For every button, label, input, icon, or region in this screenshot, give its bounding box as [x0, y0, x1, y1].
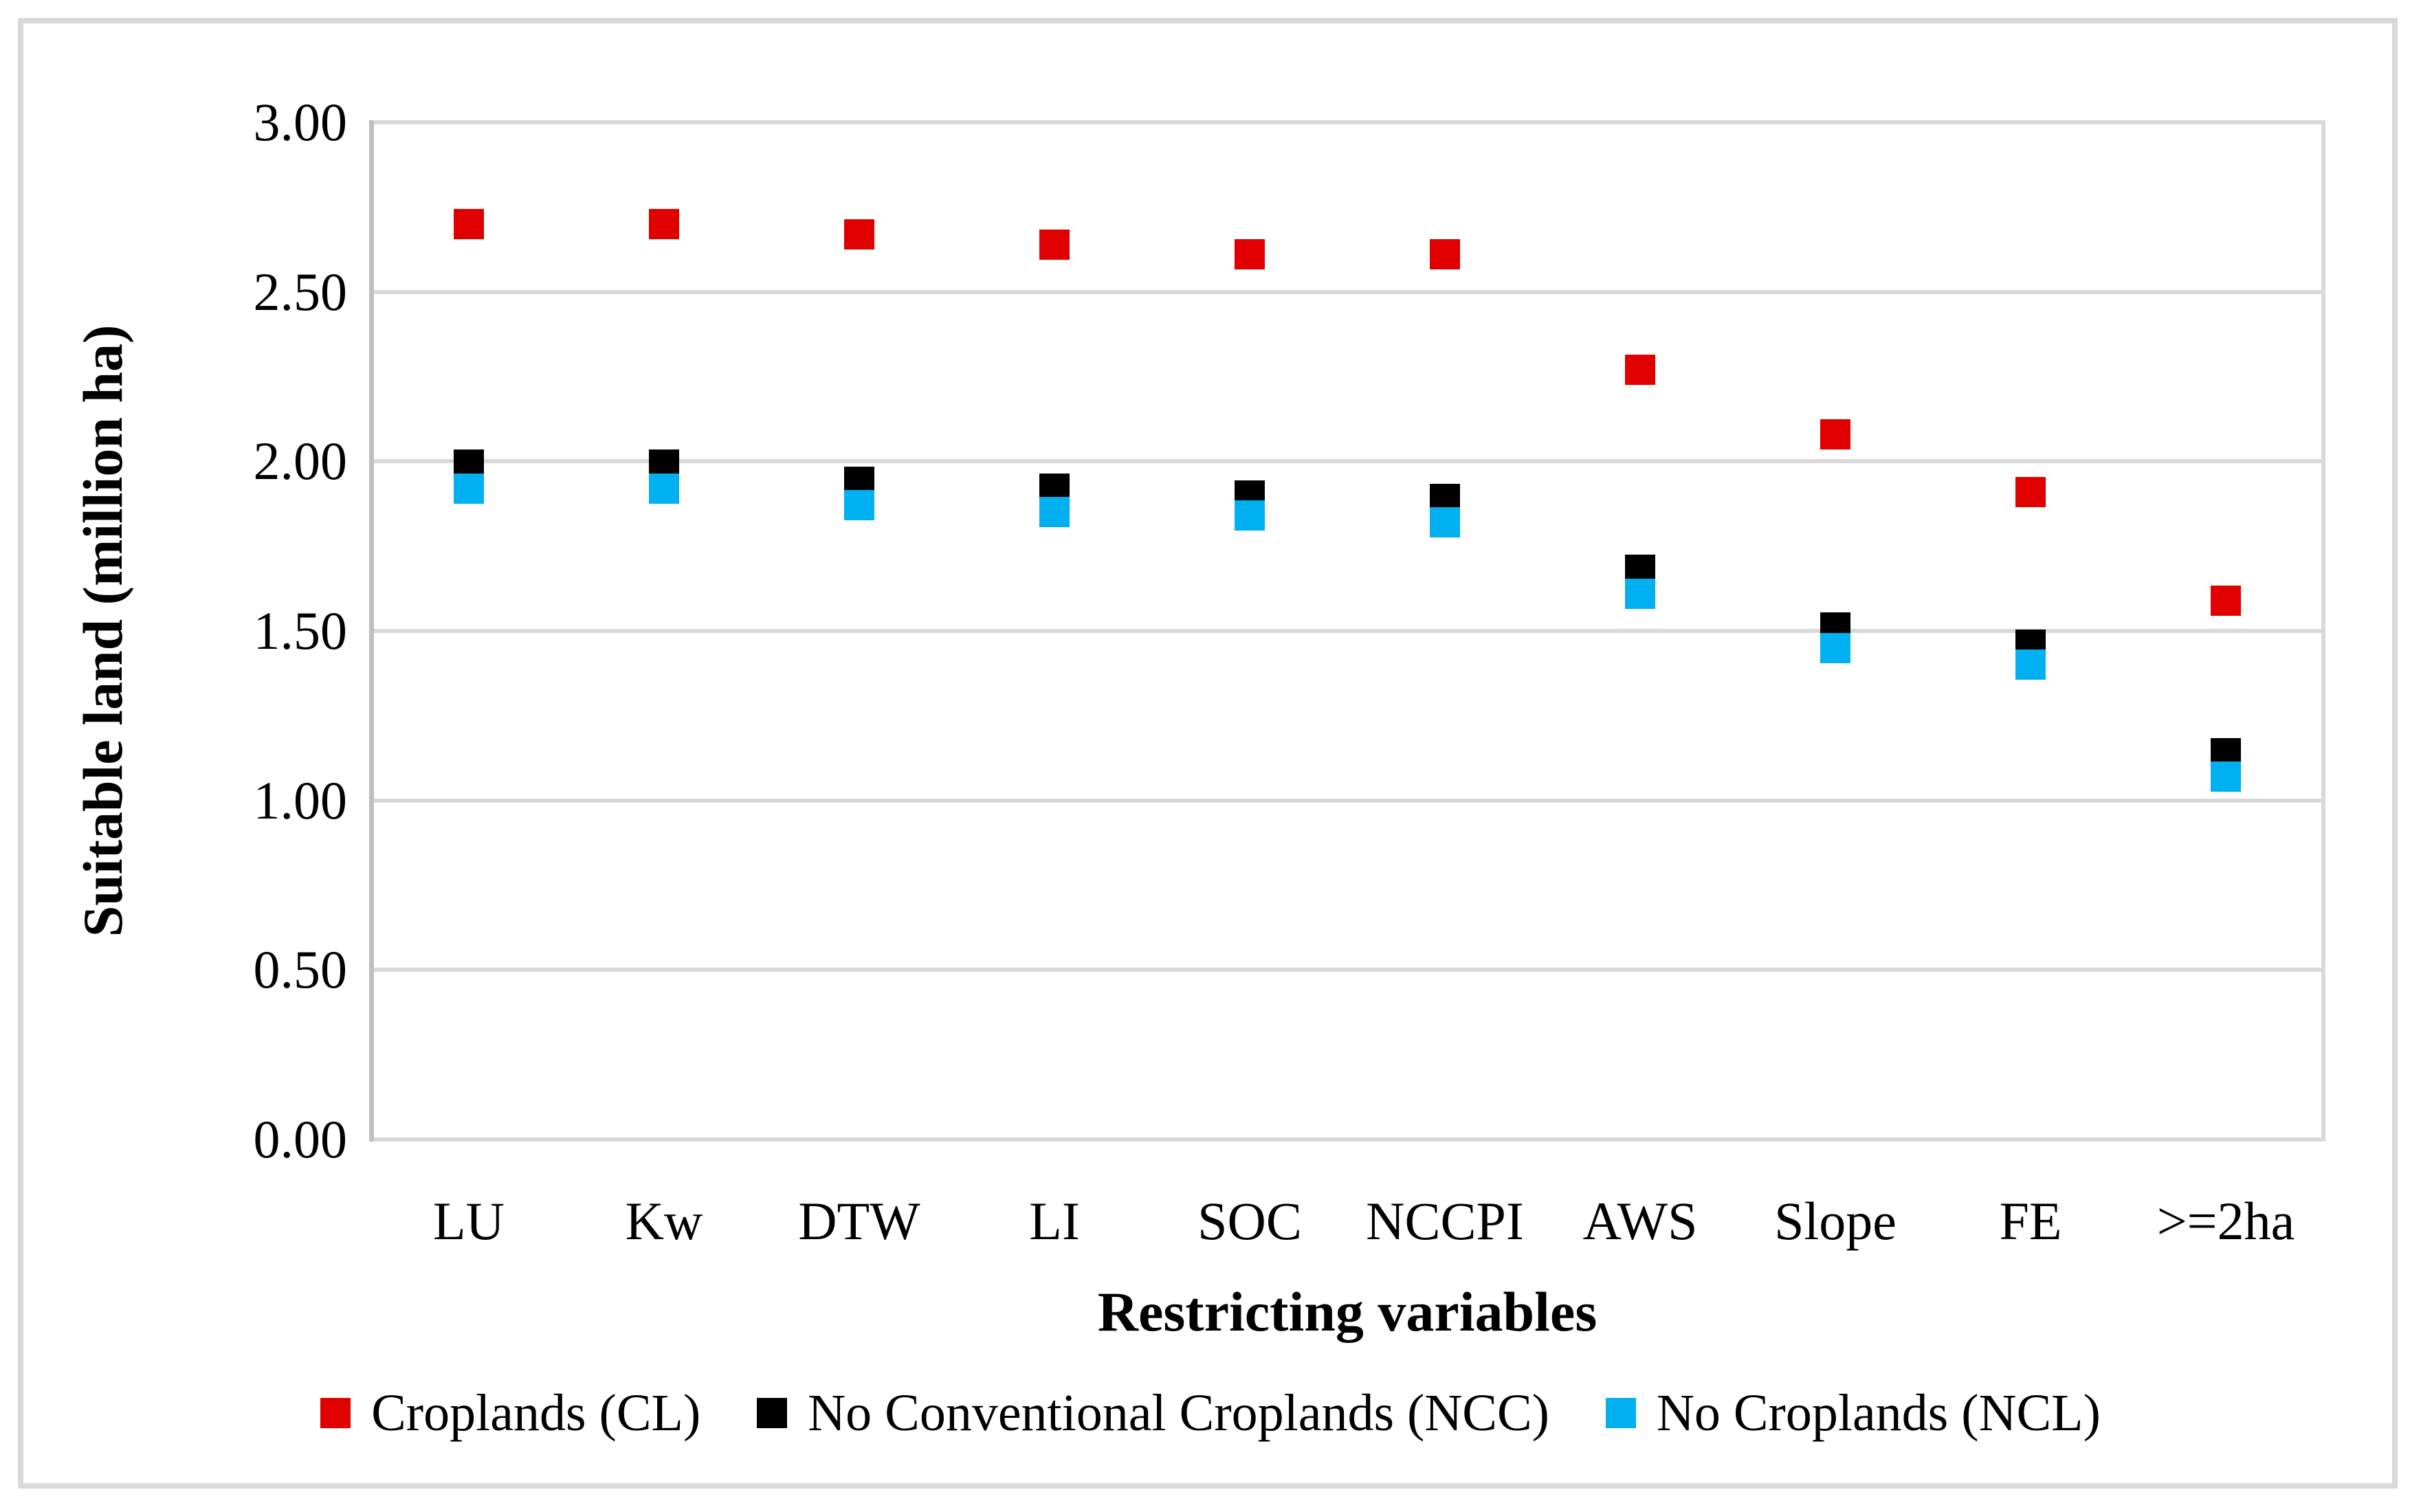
legend-label: Croplands (CL): [371, 1384, 701, 1442]
y-tick-label: 1.50: [253, 601, 348, 660]
gridline: [371, 459, 2323, 464]
y-tick-label: 2.00: [253, 431, 348, 491]
legend-item: No Croplands (NCL): [1605, 1384, 2101, 1442]
x-axis-title: Restricting variables: [1097, 1280, 1598, 1343]
data-point-marker-cl: [1235, 239, 1265, 270]
legend-item: No Conventional Croplands (NCC): [757, 1387, 1549, 1439]
y-tick-label: 2.50: [253, 261, 348, 322]
data-point-marker-cl: [649, 209, 679, 239]
gridline: [371, 629, 2323, 633]
data-point-marker-ncl: [1430, 507, 1460, 538]
legend-swatch: [1605, 1398, 1636, 1428]
legend-label: No Conventional Croplands (NCC): [808, 1384, 1549, 1442]
legend-swatch: [320, 1398, 351, 1428]
x-category-label: SOC: [1197, 1191, 1302, 1251]
data-point-marker-ncl: [649, 473, 679, 504]
legend-label: No Croplands (NCL): [1656, 1384, 2101, 1442]
plot-right-border: [2321, 120, 2325, 1142]
data-point-marker-cl: [2211, 585, 2241, 616]
legend-item: Croplands (CL): [320, 1387, 700, 1439]
data-point-marker-ncl: [1820, 632, 1850, 663]
data-point-marker-ncl: [844, 490, 874, 521]
gridline: [371, 1137, 2323, 1142]
gridline: [371, 968, 2323, 972]
x-category-label: LI: [1029, 1191, 1080, 1251]
data-point-marker-cl: [844, 219, 874, 249]
legend-swatch: [757, 1398, 788, 1428]
gridline: [371, 798, 2323, 803]
data-point-marker-cl: [2015, 476, 2046, 507]
gridline: [371, 289, 2323, 294]
data-point-marker-cl: [1039, 229, 1070, 260]
data-point-marker-cl: [1820, 419, 1850, 449]
data-point-marker-ncl: [1039, 497, 1070, 528]
x-category-label: NCCPI: [1366, 1191, 1524, 1251]
x-category-label: Slope: [1774, 1191, 1897, 1251]
gridline: [371, 120, 2323, 124]
x-category-label: FE: [1999, 1191, 2062, 1251]
data-point-marker-ncl: [1625, 578, 1655, 609]
y-tick-label: 3.00: [253, 92, 348, 152]
x-category-label: AWS: [1582, 1191, 1698, 1251]
data-point-marker-ncl: [2211, 761, 2241, 792]
legend: Croplands (CL) No Conventional Croplands …: [0, 1387, 2421, 1439]
y-tick-label: 0.50: [253, 940, 348, 1000]
x-category-label: LU: [433, 1191, 505, 1251]
data-point-marker-ncl: [454, 473, 484, 504]
x-category-label: >=2ha: [2156, 1191, 2295, 1251]
data-point-marker-cl: [1430, 239, 1460, 270]
figure-border: [18, 18, 2398, 1489]
x-category-label: DTW: [798, 1191, 920, 1251]
x-category-label: Kw: [625, 1191, 703, 1251]
data-point-marker-ncl: [1235, 500, 1265, 531]
data-point-marker-cl: [454, 209, 484, 239]
y-tick-label: 0.00: [253, 1109, 348, 1169]
y-tick-label: 1.00: [253, 770, 348, 830]
y-axis-title: Suitable land (million ha): [71, 324, 134, 937]
data-point-marker-cl: [1625, 355, 1655, 386]
data-point-marker-ncl: [2015, 649, 2046, 680]
y-axis-line: [369, 120, 374, 1142]
